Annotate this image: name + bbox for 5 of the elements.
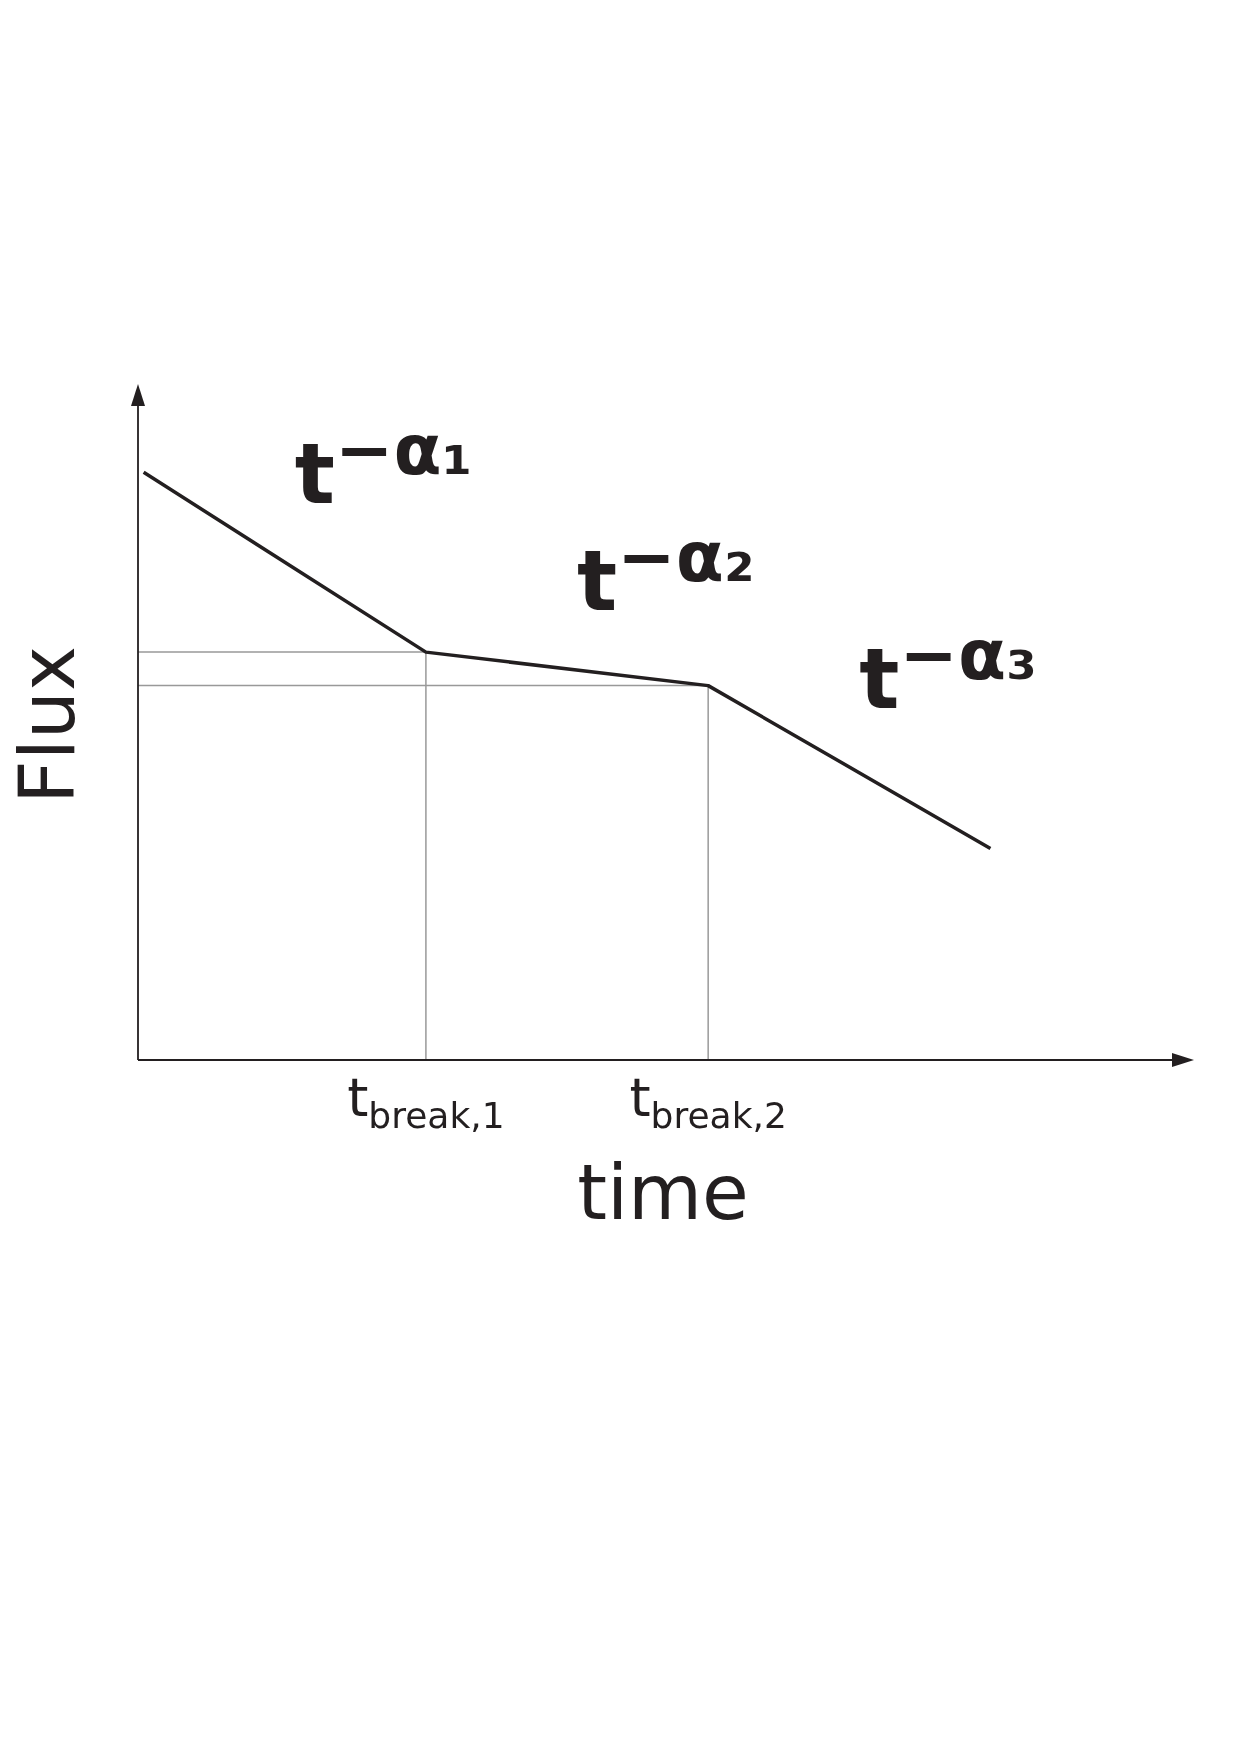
annotation: t$^{−α₂}$ bbox=[577, 515, 755, 630]
annotation: t$^{−α₃}$ bbox=[859, 614, 1037, 729]
y-axis-title: Flux bbox=[3, 645, 92, 806]
annotation: t$^{−α₁}$ bbox=[294, 409, 473, 524]
x-axis-title: time bbox=[576, 1148, 750, 1237]
